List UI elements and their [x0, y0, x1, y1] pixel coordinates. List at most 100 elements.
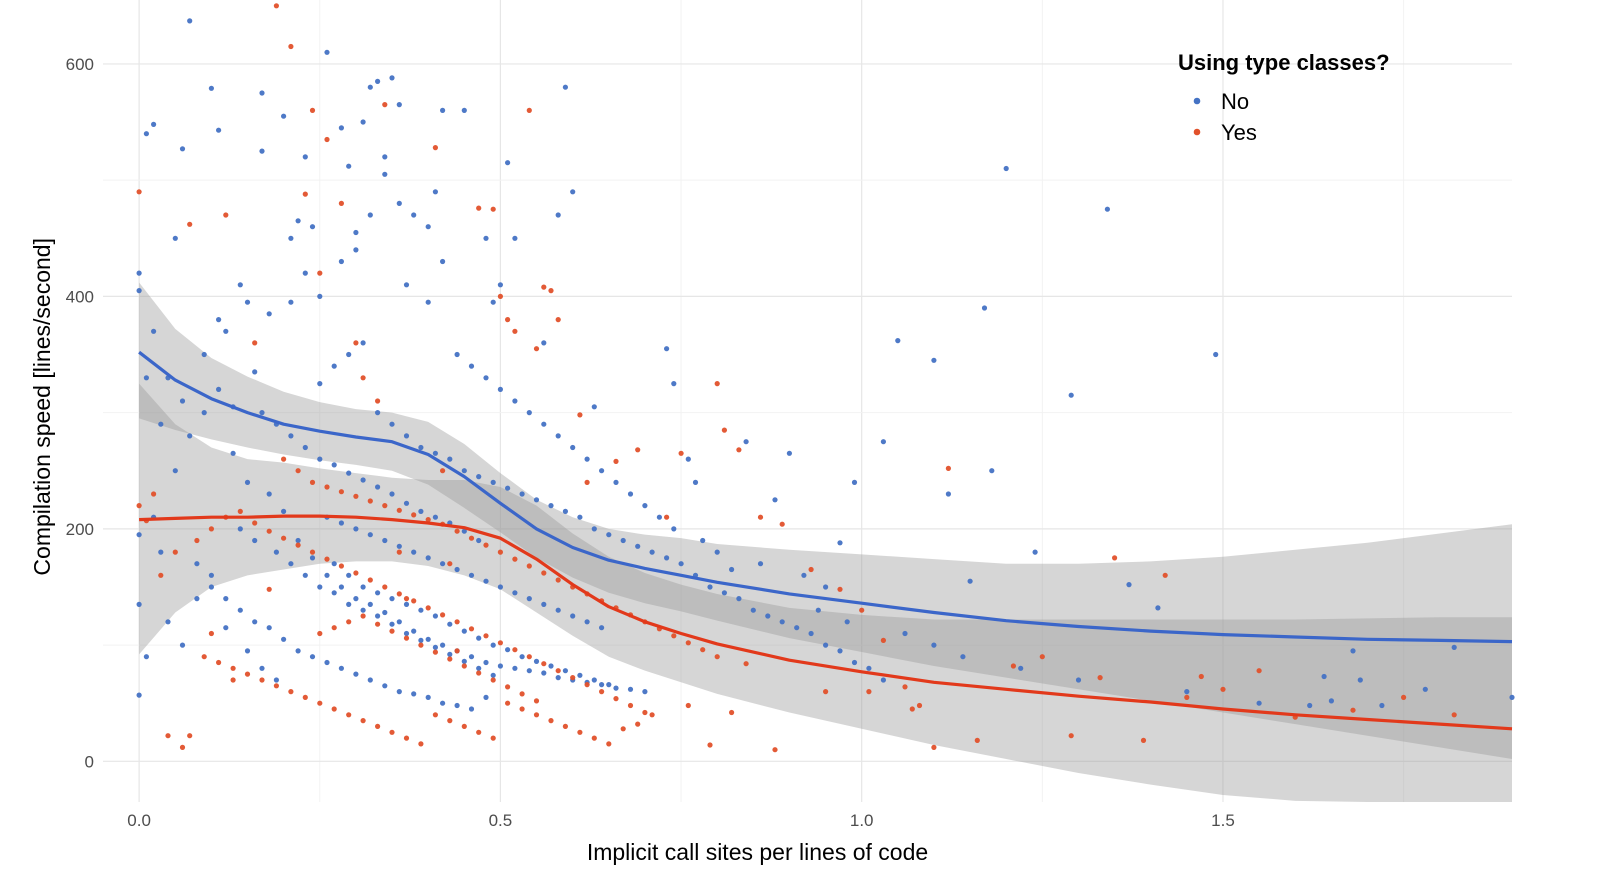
- point-no: [562, 84, 569, 90]
- point-no: [425, 299, 431, 305]
- point-yes: [411, 598, 417, 604]
- point-yes: [309, 479, 316, 485]
- point-no: [252, 369, 258, 375]
- point-no: [367, 677, 373, 683]
- point-yes: [338, 489, 344, 495]
- x-tick-label: 0.0: [127, 811, 151, 830]
- point-yes: [375, 398, 381, 404]
- point-no: [591, 526, 597, 532]
- point-yes: [136, 503, 142, 509]
- point-no: [570, 613, 576, 619]
- point-no: [172, 235, 178, 241]
- point-no: [497, 663, 503, 669]
- point-no: [635, 543, 641, 549]
- point-no: [309, 555, 316, 561]
- point-no: [454, 566, 460, 573]
- point-no: [418, 508, 424, 514]
- point-no: [396, 543, 402, 549]
- point-no: [179, 398, 186, 404]
- point-yes: [570, 675, 576, 681]
- point-no: [1321, 673, 1327, 680]
- point-yes: [454, 648, 460, 654]
- legend-key-yes: [1193, 128, 1201, 136]
- point-yes: [295, 468, 301, 474]
- point-yes: [353, 570, 359, 576]
- point-yes: [1097, 675, 1103, 681]
- point-yes: [418, 741, 424, 747]
- point-no: [382, 537, 388, 544]
- point-no: [823, 642, 829, 648]
- point-no: [403, 500, 410, 506]
- point-no: [338, 125, 344, 131]
- point-no: [136, 601, 142, 608]
- point-yes: [1198, 673, 1204, 680]
- point-no: [1357, 677, 1363, 683]
- point-yes: [620, 726, 626, 732]
- point-no: [707, 584, 713, 590]
- point-yes: [635, 721, 641, 727]
- point-yes: [288, 689, 294, 695]
- point-no: [606, 682, 612, 688]
- point-no: [447, 621, 453, 627]
- point-no: [533, 497, 540, 503]
- point-no: [187, 18, 193, 24]
- point-yes: [309, 107, 316, 113]
- point-no: [591, 677, 597, 683]
- point-no: [692, 479, 699, 485]
- point-yes: [324, 556, 330, 562]
- point-yes: [266, 586, 272, 592]
- point-no: [555, 607, 561, 613]
- point-yes: [172, 549, 178, 555]
- point-yes: [447, 561, 453, 567]
- point-no: [375, 410, 381, 416]
- point-yes: [512, 556, 518, 562]
- point-yes: [931, 744, 937, 751]
- point-no: [454, 351, 460, 358]
- point-no: [252, 537, 258, 544]
- point-yes: [273, 3, 279, 9]
- point-yes: [259, 677, 265, 683]
- point-no: [808, 630, 814, 637]
- point-no: [425, 555, 431, 561]
- point-no: [244, 479, 251, 485]
- point-no: [346, 470, 352, 476]
- point-no: [468, 363, 475, 369]
- point-no: [656, 514, 663, 520]
- point-no: [432, 450, 438, 456]
- point-no: [765, 613, 771, 619]
- point-no: [476, 474, 482, 480]
- point-yes: [317, 700, 323, 706]
- point-yes: [714, 381, 720, 387]
- point-no: [353, 671, 359, 677]
- smooth-line-no: [138, 350, 1513, 644]
- point-no: [440, 642, 446, 648]
- point-no: [259, 148, 265, 154]
- point-yes: [533, 346, 540, 352]
- point-no: [244, 299, 251, 305]
- point-no: [627, 491, 634, 497]
- point-yes: [541, 570, 547, 576]
- point-yes: [548, 288, 554, 294]
- point-no: [151, 328, 157, 334]
- point-yes: [367, 577, 373, 583]
- point-yes: [230, 665, 236, 671]
- point-no: [1075, 677, 1082, 683]
- point-no: [483, 375, 489, 381]
- point-no: [237, 526, 243, 532]
- point-no: [468, 706, 475, 712]
- point-no: [295, 218, 301, 224]
- point-no: [360, 119, 366, 125]
- point-no: [411, 691, 417, 697]
- point-no: [403, 433, 410, 439]
- point-no: [367, 532, 373, 538]
- point-no: [743, 439, 749, 445]
- point-no: [700, 537, 706, 544]
- point-no: [360, 340, 366, 346]
- point-yes: [526, 654, 532, 660]
- point-no: [1032, 549, 1038, 555]
- point-no: [266, 311, 272, 317]
- point-no: [584, 456, 590, 462]
- point-yes: [1112, 555, 1118, 561]
- point-no: [779, 619, 785, 625]
